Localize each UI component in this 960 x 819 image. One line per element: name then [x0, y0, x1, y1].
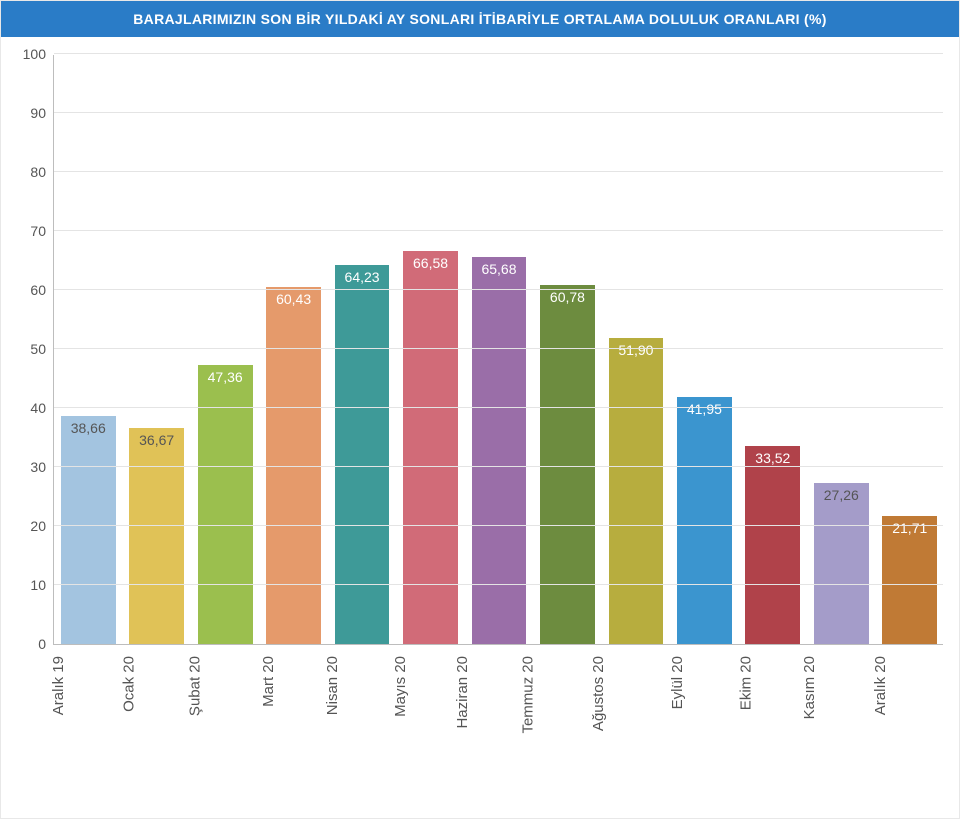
xtick-label: Şubat 20	[187, 656, 204, 716]
xtick-label: Eylül 20	[669, 656, 686, 709]
gridline	[54, 230, 943, 231]
ytick-label: 70	[30, 223, 46, 239]
bar-value-label: 64,23	[345, 269, 380, 285]
bar-value-label: 47,36	[208, 369, 243, 385]
gridline	[54, 171, 943, 172]
bar-value-label: 60,43	[276, 291, 311, 307]
bar-value-label: 66,58	[413, 255, 448, 271]
gridline	[54, 348, 943, 349]
bar-value-label: 36,67	[139, 432, 174, 448]
gridline	[54, 289, 943, 290]
xtick-label: Nisan 20	[324, 656, 341, 715]
plot-area: 38,66 36,67 47,36 60,43 64,23 66,58 65,68 60,78…	[53, 55, 943, 645]
ytick-label: 30	[30, 459, 46, 475]
xtick-label: Ağustos 20	[590, 656, 607, 731]
bar: 41,95	[677, 397, 732, 645]
bar: 60,78	[540, 285, 595, 644]
xtick-label: Ocak 20	[120, 656, 137, 712]
xtick-label: Kasım 20	[801, 656, 818, 719]
bar: 33,52	[745, 446, 800, 644]
ytick-label: 50	[30, 341, 46, 357]
bar-value-label: 38,66	[71, 420, 106, 436]
bar-value-label: 33,52	[755, 450, 790, 466]
xtick-label: Aralık 19	[50, 656, 67, 715]
bar-value-label: 41,95	[687, 401, 722, 417]
ytick-label: 90	[30, 105, 46, 121]
bar: 36,67	[129, 428, 184, 644]
gridline	[54, 53, 943, 54]
gridline	[54, 584, 943, 585]
bar-value-label: 27,26	[824, 487, 859, 503]
bar: 66,58	[403, 251, 458, 644]
ytick-label: 0	[38, 636, 46, 652]
xtick-label: Mart 20	[260, 656, 277, 707]
bar: 38,66	[61, 416, 116, 644]
bar-value-label: 21,71	[892, 520, 927, 536]
chart-title: BARAJLARIMIZIN SON BİR YILDAKİ AY SONLAR…	[133, 11, 826, 27]
xtick-label: Aralık 20	[872, 656, 889, 715]
bar-value-label: 51,90	[618, 342, 653, 358]
chart-container: BARAJLARIMIZIN SON BİR YILDAKİ AY SONLAR…	[0, 0, 960, 819]
ytick-label: 20	[30, 518, 46, 534]
bar-value-label: 65,68	[481, 261, 516, 277]
ytick-label: 40	[30, 400, 46, 416]
xtick-label: Ekim 20	[737, 656, 754, 710]
gridline	[54, 466, 943, 467]
gridline	[54, 407, 943, 408]
gridline	[54, 112, 943, 113]
ytick-label: 10	[30, 577, 46, 593]
bars-layer: 38,66 36,67 47,36 60,43 64,23 66,58 65,68 60,78…	[54, 55, 943, 644]
bar: 64,23	[335, 265, 390, 644]
xtick-label: Temmuz 20	[520, 656, 537, 734]
ytick-label: 60	[30, 282, 46, 298]
bar: 51,90	[609, 338, 664, 644]
chart-title-bar: BARAJLARIMIZIN SON BİR YILDAKİ AY SONLAR…	[1, 1, 959, 37]
xtick-label: Haziran 20	[454, 656, 471, 729]
ytick-label: 100	[23, 46, 46, 62]
xtick-label: Mayıs 20	[392, 656, 409, 717]
ytick-label: 80	[30, 164, 46, 180]
bar: 21,71	[882, 516, 937, 644]
bar: 65,68	[472, 257, 527, 645]
gridline	[54, 525, 943, 526]
bar: 27,26	[814, 483, 869, 644]
bar-value-label: 60,78	[550, 289, 585, 305]
